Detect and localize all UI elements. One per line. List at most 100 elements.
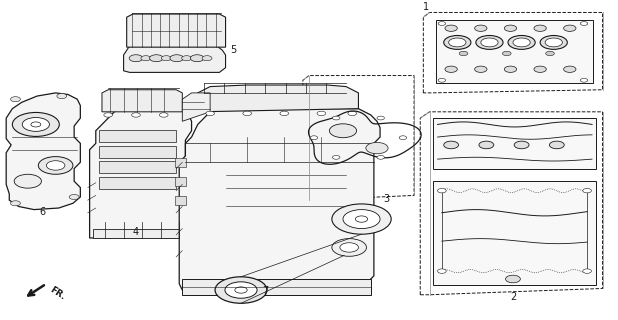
Circle shape bbox=[14, 174, 41, 188]
Circle shape bbox=[129, 55, 143, 62]
Circle shape bbox=[332, 204, 391, 234]
Circle shape bbox=[235, 287, 247, 293]
Circle shape bbox=[317, 111, 326, 116]
Circle shape bbox=[243, 111, 252, 116]
Circle shape bbox=[479, 141, 494, 149]
Circle shape bbox=[445, 66, 457, 72]
Bar bbox=[99, 130, 176, 142]
Circle shape bbox=[580, 78, 588, 82]
Polygon shape bbox=[198, 85, 358, 112]
Polygon shape bbox=[6, 93, 80, 210]
Circle shape bbox=[438, 188, 446, 193]
Bar bbox=[99, 146, 176, 157]
Circle shape bbox=[546, 51, 554, 56]
Circle shape bbox=[170, 55, 184, 62]
Polygon shape bbox=[90, 109, 192, 238]
Circle shape bbox=[583, 188, 591, 193]
Circle shape bbox=[580, 22, 588, 25]
Circle shape bbox=[540, 36, 567, 49]
Circle shape bbox=[475, 66, 487, 72]
Circle shape bbox=[438, 78, 446, 82]
Text: 7: 7 bbox=[263, 286, 269, 296]
Circle shape bbox=[31, 122, 41, 127]
Circle shape bbox=[549, 141, 564, 149]
Circle shape bbox=[366, 142, 388, 154]
Polygon shape bbox=[433, 118, 596, 169]
Circle shape bbox=[399, 136, 407, 140]
Circle shape bbox=[508, 36, 535, 49]
Circle shape bbox=[225, 282, 257, 298]
Circle shape bbox=[202, 56, 212, 61]
Circle shape bbox=[182, 56, 192, 61]
Circle shape bbox=[329, 124, 357, 138]
Bar bbox=[99, 177, 176, 189]
Circle shape bbox=[377, 116, 384, 120]
Circle shape bbox=[438, 22, 446, 25]
Circle shape bbox=[343, 210, 380, 228]
Circle shape bbox=[564, 25, 576, 31]
Circle shape bbox=[459, 51, 468, 56]
Polygon shape bbox=[182, 279, 371, 295]
Circle shape bbox=[132, 113, 140, 117]
Circle shape bbox=[513, 38, 530, 47]
Circle shape bbox=[445, 25, 457, 31]
Polygon shape bbox=[433, 181, 596, 285]
Circle shape bbox=[504, 66, 517, 72]
Text: FR.: FR. bbox=[48, 285, 67, 302]
Circle shape bbox=[355, 216, 368, 222]
Circle shape bbox=[332, 116, 340, 120]
Circle shape bbox=[475, 25, 487, 31]
Polygon shape bbox=[179, 109, 380, 295]
Circle shape bbox=[69, 195, 79, 199]
Circle shape bbox=[46, 161, 65, 170]
Circle shape bbox=[22, 117, 49, 132]
Circle shape bbox=[348, 111, 357, 116]
Circle shape bbox=[57, 93, 67, 99]
Circle shape bbox=[190, 55, 204, 62]
Circle shape bbox=[332, 239, 366, 256]
Circle shape bbox=[476, 36, 503, 49]
Circle shape bbox=[104, 113, 112, 117]
Text: 3: 3 bbox=[383, 194, 389, 204]
Circle shape bbox=[332, 156, 340, 159]
Text: 1: 1 bbox=[423, 2, 430, 12]
Circle shape bbox=[545, 38, 562, 47]
Bar bbox=[99, 161, 176, 173]
Circle shape bbox=[161, 56, 171, 61]
Circle shape bbox=[504, 25, 517, 31]
Circle shape bbox=[280, 111, 289, 116]
Circle shape bbox=[444, 141, 459, 149]
Circle shape bbox=[310, 136, 318, 140]
Circle shape bbox=[206, 111, 214, 116]
Circle shape bbox=[444, 36, 471, 49]
Text: 4: 4 bbox=[133, 227, 139, 237]
Circle shape bbox=[534, 25, 546, 31]
Polygon shape bbox=[124, 45, 226, 72]
Polygon shape bbox=[127, 14, 226, 47]
Circle shape bbox=[340, 243, 358, 252]
Polygon shape bbox=[93, 228, 182, 238]
Circle shape bbox=[481, 38, 498, 47]
Polygon shape bbox=[436, 20, 593, 84]
Circle shape bbox=[502, 51, 511, 56]
Circle shape bbox=[506, 275, 520, 283]
Circle shape bbox=[12, 112, 59, 136]
Circle shape bbox=[449, 38, 466, 47]
Circle shape bbox=[11, 201, 20, 206]
Circle shape bbox=[159, 113, 168, 117]
Text: 5: 5 bbox=[230, 45, 236, 55]
Circle shape bbox=[38, 156, 73, 174]
Circle shape bbox=[438, 269, 446, 273]
Circle shape bbox=[514, 141, 529, 149]
Bar bbox=[175, 158, 186, 167]
Circle shape bbox=[215, 277, 267, 303]
Circle shape bbox=[564, 66, 576, 72]
Circle shape bbox=[11, 97, 20, 102]
Bar bbox=[175, 196, 186, 205]
Text: 6: 6 bbox=[39, 207, 45, 217]
Circle shape bbox=[141, 56, 151, 61]
Text: 2: 2 bbox=[510, 292, 516, 302]
Bar bbox=[175, 177, 186, 186]
Circle shape bbox=[377, 156, 384, 159]
Polygon shape bbox=[182, 93, 210, 121]
